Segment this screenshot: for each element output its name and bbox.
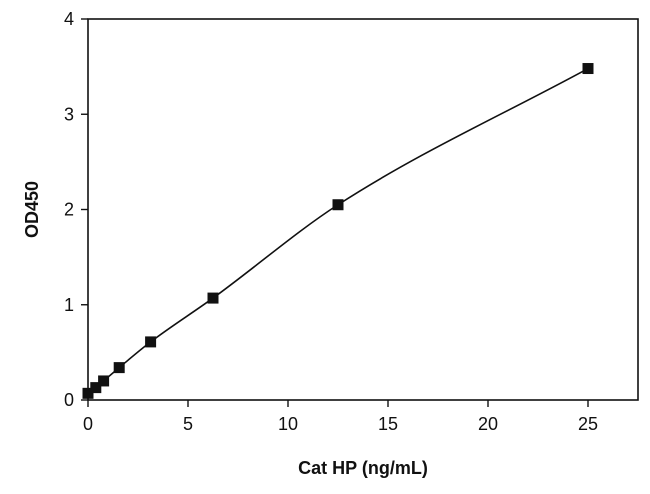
y-tick-label: 2 <box>64 200 74 220</box>
data-point-marker <box>207 292 219 304</box>
data-point-marker <box>98 375 110 387</box>
data-point-marker <box>113 362 125 374</box>
x-axis-title: Cat HP (ng/mL) <box>298 458 428 478</box>
data-point-marker <box>582 63 594 75</box>
x-tick-label: 0 <box>83 414 93 434</box>
x-tick-label: 20 <box>478 414 498 434</box>
y-axis-title: OD450 <box>22 181 42 238</box>
x-tick-label: 5 <box>183 414 193 434</box>
x-tick-label: 15 <box>378 414 398 434</box>
y-tick-label: 1 <box>64 295 74 315</box>
x-tick-label: 25 <box>578 414 598 434</box>
data-point-marker <box>332 199 344 211</box>
data-point-marker <box>82 387 94 399</box>
x-tick-label: 10 <box>278 414 298 434</box>
data-point-marker <box>90 382 102 394</box>
y-tick-label: 4 <box>64 9 74 29</box>
data-point-marker <box>145 336 157 348</box>
y-tick-label: 0 <box>64 390 74 410</box>
y-tick-label: 3 <box>64 104 74 124</box>
